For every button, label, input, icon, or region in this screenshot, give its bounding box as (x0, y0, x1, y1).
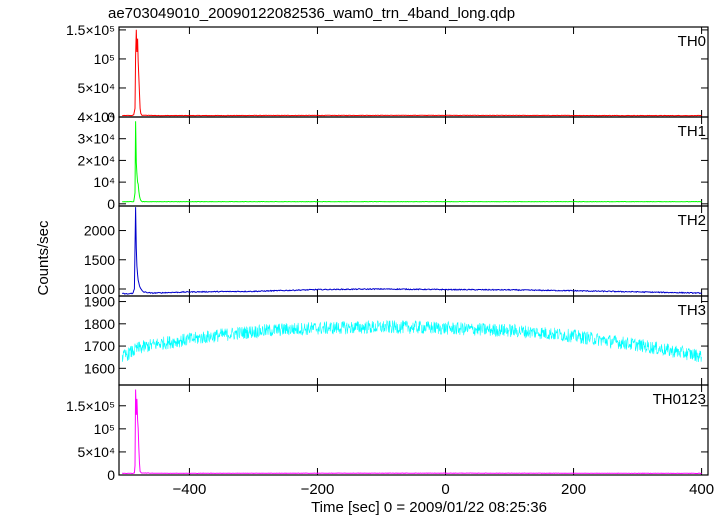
x-tick-label: 0 (441, 481, 449, 498)
chart-title: ae703049010_20090122082536_wam0_trn_4ban… (108, 5, 515, 22)
panel-frame-th0123 (118, 384, 709, 476)
series-label-th3: TH3 (678, 302, 706, 319)
x-tick-label: 200 (561, 481, 586, 498)
y-tick-label-th1: 10⁴ (93, 174, 115, 190)
y-tick-label-th3: 1900 (84, 294, 115, 310)
series-line-th3 (121, 319, 702, 363)
y-tick-label-th0123: 0 (107, 467, 115, 483)
y-axis-label: Counts/sec (35, 220, 52, 296)
series-line-th0123 (121, 389, 702, 475)
x-tick-label: 400 (689, 481, 714, 498)
y-tick-label-th1: 2×10⁴ (77, 152, 115, 168)
y-tick-label-th3: 1700 (84, 338, 115, 354)
y-tick-label-th3: 1800 (84, 316, 115, 332)
series-line-th2 (121, 207, 702, 295)
series-label-th1: TH1 (678, 123, 706, 140)
y-tick-label-th0: 0 (107, 109, 115, 125)
y-tick-label-th1: 4×10⁴ (77, 109, 115, 125)
y-tick-label-th0123: 1.5×10⁵ (66, 398, 115, 414)
y-tick-label-th0: 1.5×10⁵ (66, 22, 115, 38)
y-tick-label-th0: 5×10⁴ (77, 80, 115, 96)
y-tick-label-th2: 2000 (84, 223, 115, 239)
panel-frame-th1 (118, 116, 709, 207)
series-line-th0 (122, 29, 702, 117)
x-tick-label: −200 (301, 481, 335, 498)
x-axis-label: Time [sec] 0 = 2009/01/22 08:25:36 (311, 499, 547, 516)
panel-frame-th0 (118, 26, 709, 118)
series-label-th2: TH2 (678, 212, 706, 229)
series-line-th1 (122, 121, 702, 203)
y-tick-label-th3: 1600 (84, 360, 115, 376)
y-tick-label-th0123: 10⁵ (94, 421, 115, 437)
y-tick-label-th1: 3×10⁴ (77, 131, 115, 147)
series-label-th0123: TH0123 (653, 391, 706, 408)
panel-frame-th2 (118, 205, 709, 297)
y-tick-label-th0123: 5×10⁴ (77, 444, 115, 460)
x-tick-label: −400 (173, 481, 207, 498)
y-tick-label-th2: 1000 (84, 281, 115, 297)
plot-panels: 0 5×10⁴ 10⁵ 1.5×10⁵ TH0 0 10⁴ 2×10⁴ 3×10⁴ 4×10⁴ TH… (66, 22, 714, 498)
series-label-th0: TH0 (678, 33, 706, 50)
y-tick-label-th0: 10⁵ (94, 51, 115, 67)
y-tick-label-th2: 1500 (84, 252, 115, 268)
y-tick-label-th1: 0 (107, 196, 115, 212)
